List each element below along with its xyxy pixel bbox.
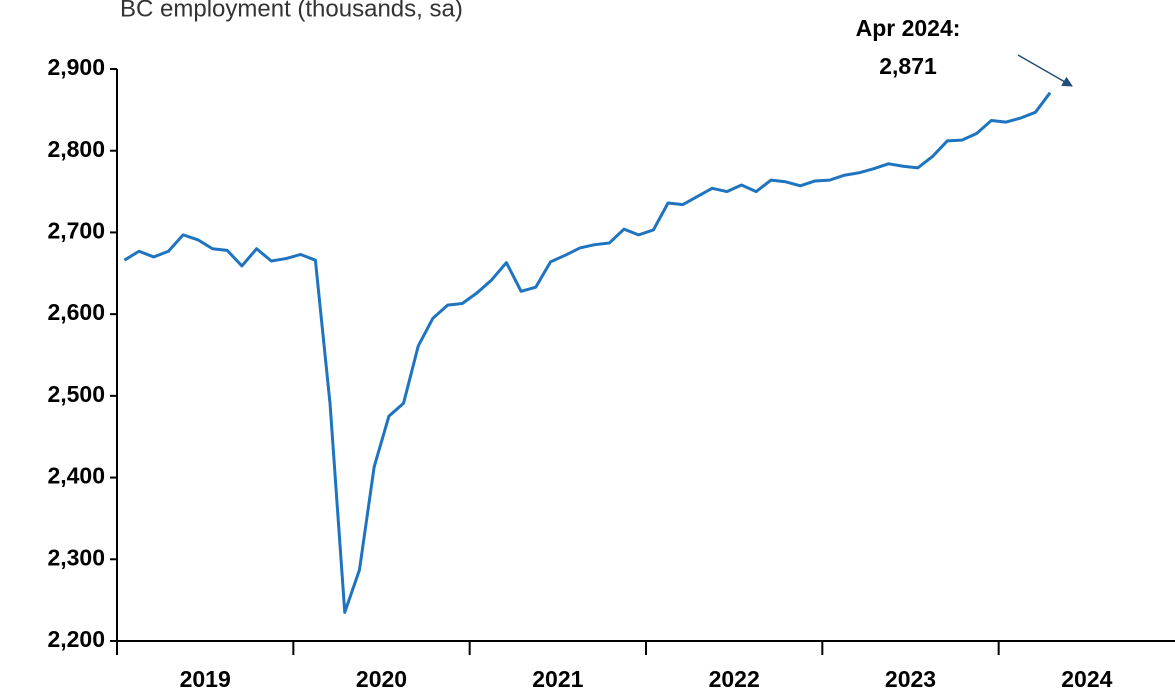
y-tick-label: 2,500 [47,381,105,407]
y-tick-label: 2,200 [47,626,105,652]
annotation-arrow [1017,54,1073,87]
x-tick-label: 2023 [885,666,936,692]
annotation: Apr 2024: [856,15,961,41]
annotation: 2,871 [879,53,937,79]
x-tick-label: 2021 [532,666,583,692]
y-tick-label: 2,600 [47,299,105,325]
x-tick-label: 2022 [709,666,760,692]
y-tick-label: 2,700 [47,218,105,244]
y-tick-label: 2,800 [47,136,105,162]
y-tick-label: 2,300 [47,544,105,570]
x-tick-label: 2024 [1061,666,1112,692]
x-tick-label: 2019 [180,666,231,692]
y-tick-label: 2,400 [47,463,105,489]
x-tick-label: 2020 [356,666,407,692]
chart-title: BC employment (thousands, sa) [120,0,463,22]
y-tick-label: 2,900 [47,54,105,80]
line-series [123,91,1052,614]
